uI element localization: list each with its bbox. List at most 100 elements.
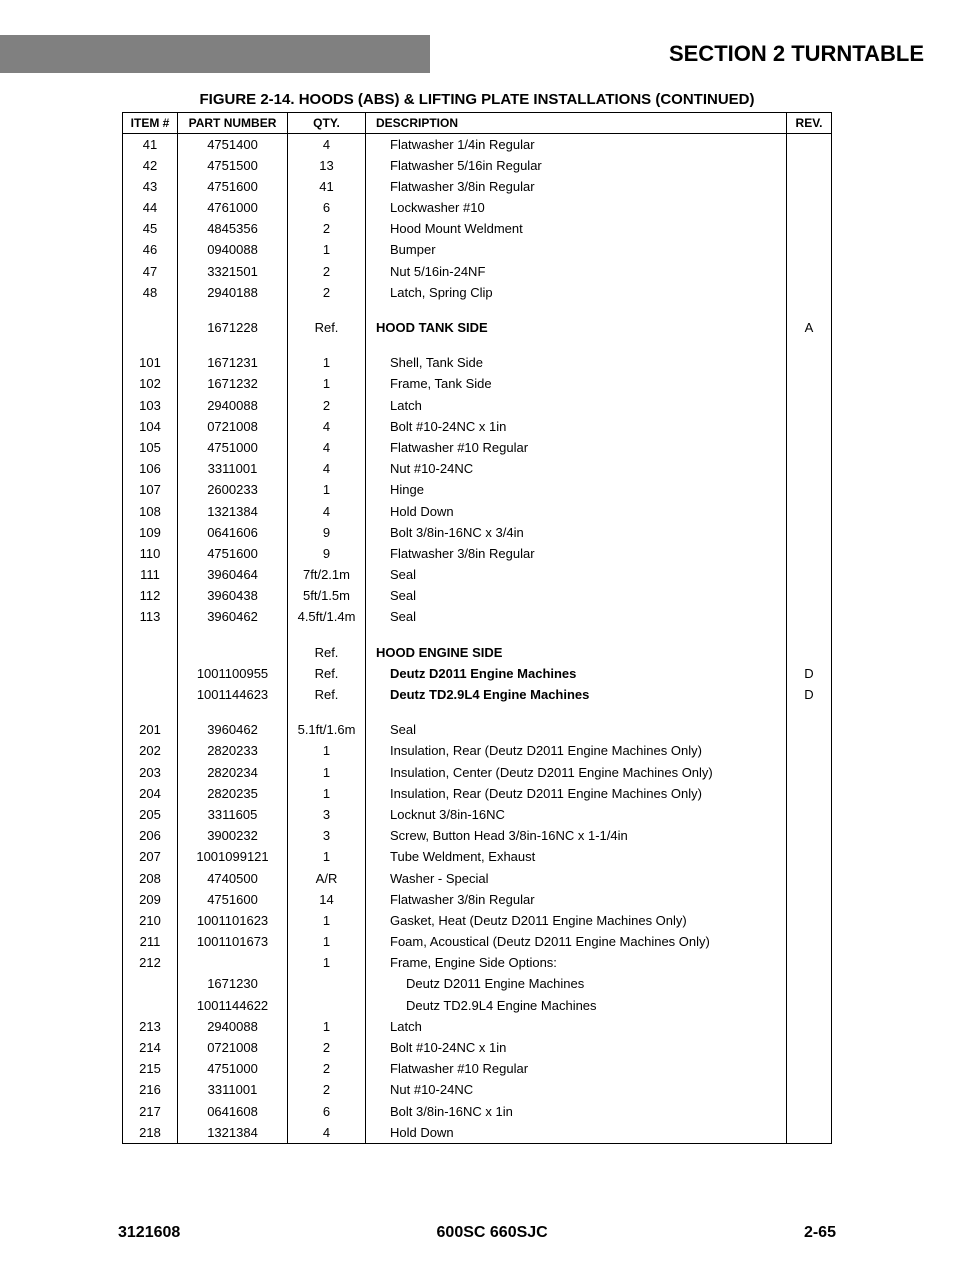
cell-desc: Lockwasher #10 <box>366 198 787 219</box>
table-row: 21329400881Latch <box>123 1016 832 1037</box>
cell-desc: Flatwasher 5/16in Regular <box>366 155 787 176</box>
cell-qty: 3 <box>288 804 366 825</box>
table-row <box>123 706 832 720</box>
cell-item: 111 <box>123 565 178 586</box>
cell-part: 3900232 <box>178 826 288 847</box>
footer-left: 3121608 <box>118 1224 180 1242</box>
cell-desc: Hinge <box>366 480 787 501</box>
cell-part: 3311605 <box>178 804 288 825</box>
cell-rev <box>787 720 832 741</box>
cell-qty: 1 <box>288 741 366 762</box>
cell-rev <box>787 565 832 586</box>
cell-item: 207 <box>123 847 178 868</box>
cell-rev: A <box>787 318 832 339</box>
cell-qty: 14 <box>288 889 366 910</box>
cell-desc: Latch, Spring Clip <box>366 282 787 303</box>
table-row: 11239604385ft/1.5mSeal <box>123 586 832 607</box>
cell-item: 218 <box>123 1122 178 1144</box>
cell-part: 2940088 <box>178 395 288 416</box>
cell-part: 1671231 <box>178 353 288 374</box>
table-row: 1001100955Ref.Deutz D2011 Engine Machine… <box>123 663 832 684</box>
table-row: 20139604625.1ft/1.6mSeal <box>123 720 832 741</box>
cell-qty: 9 <box>288 522 366 543</box>
cell-part: 4751000 <box>178 1059 288 1080</box>
cell-rev <box>787 868 832 889</box>
cell-desc: Hood Mount Weldment <box>366 219 787 240</box>
footer-center: 600SC 660SJC <box>437 1224 548 1242</box>
table-row: 20328202341Insulation, Center (Deutz D20… <box>123 762 832 783</box>
table-row: 209475160014Flatwasher 3/8in Regular <box>123 889 832 910</box>
cell-desc: Flatwasher 3/8in Regular <box>366 889 787 910</box>
cell-rev <box>787 1059 832 1080</box>
table-row: 11047516009Flatwasher 3/8in Regular <box>123 543 832 564</box>
cell-item: 107 <box>123 480 178 501</box>
cell-rev <box>787 522 832 543</box>
cell-part: 1321384 <box>178 1122 288 1144</box>
table-row: 20228202331Insulation, Rear (Deutz D2011… <box>123 741 832 762</box>
cell-qty: 4 <box>288 416 366 437</box>
table-row: 4609400881Bumper <box>123 240 832 261</box>
table-row: 11139604647ft/2.1mSeal <box>123 565 832 586</box>
cell-item <box>123 642 178 663</box>
cell-part: 4751400 <box>178 134 288 156</box>
cell-qty: 5ft/1.5m <box>288 586 366 607</box>
cell-part: 0641608 <box>178 1101 288 1122</box>
cell-desc: Bolt #10-24NC x 1in <box>366 416 787 437</box>
cell-item: 113 <box>123 607 178 628</box>
cell-desc: Bolt #10-24NC x 1in <box>366 1038 787 1059</box>
table-row: 21407210082Bolt #10-24NC x 1in <box>123 1038 832 1059</box>
cell-qty: 4 <box>288 437 366 458</box>
cell-part: 1671228 <box>178 318 288 339</box>
cell-part: 3311001 <box>178 459 288 480</box>
cell-qty: A/R <box>288 868 366 889</box>
cell-qty: 4.5ft/1.4m <box>288 607 366 628</box>
cell-desc: Flatwasher 1/4in Regular <box>366 134 787 156</box>
cell-part: 0721008 <box>178 416 288 437</box>
cell-part: 1671232 <box>178 374 288 395</box>
cell-item <box>123 974 178 995</box>
table-body: 4147514004Flatwasher 1/4in Regular424751… <box>123 134 832 1144</box>
cell-desc: Insulation, Center (Deutz D2011 Engine M… <box>366 762 787 783</box>
cell-qty: 2 <box>288 219 366 240</box>
cell-qty: 4 <box>288 1122 366 1144</box>
cell-part: 1001101673 <box>178 932 288 953</box>
table-row: 10547510004Flatwasher #10 Regular <box>123 437 832 458</box>
cell-rev <box>787 995 832 1016</box>
cell-rev <box>787 1016 832 1037</box>
cell-qty <box>288 974 366 995</box>
cell-part: 3321501 <box>178 261 288 282</box>
cell-qty: 2 <box>288 395 366 416</box>
cell-item: 108 <box>123 501 178 522</box>
cell-rev <box>787 543 832 564</box>
cell-item: 48 <box>123 282 178 303</box>
cell-item: 202 <box>123 741 178 762</box>
cell-qty: 1 <box>288 480 366 501</box>
cell-rev <box>787 910 832 931</box>
cell-part: 4751600 <box>178 176 288 197</box>
cell-item: 205 <box>123 804 178 825</box>
cell-desc: Bumper <box>366 240 787 261</box>
cell-item: 206 <box>123 826 178 847</box>
table-row: 10726002331Hinge <box>123 480 832 501</box>
cell-qty: 6 <box>288 198 366 219</box>
cell-part: 0641606 <box>178 522 288 543</box>
cell-rev <box>787 437 832 458</box>
cell-qty: 1 <box>288 783 366 804</box>
cell-rev <box>787 198 832 219</box>
th-item: ITEM # <box>123 113 178 134</box>
table-row: 4733215012Nut 5/16in-24NF <box>123 261 832 282</box>
cell-rev <box>787 282 832 303</box>
cell-rev <box>787 134 832 156</box>
cell-desc: Seal <box>366 565 787 586</box>
cell-part: 1001101623 <box>178 910 288 931</box>
table-row <box>123 304 832 318</box>
table-row: 4447610006Lockwasher #10 <box>123 198 832 219</box>
cell-item: 105 <box>123 437 178 458</box>
cell-part: 0721008 <box>178 1038 288 1059</box>
cell-part <box>178 642 288 663</box>
cell-rev: D <box>787 685 832 706</box>
cell-rev <box>787 826 832 847</box>
cell-part: 1001100955 <box>178 663 288 684</box>
cell-rev <box>787 480 832 501</box>
table-row: 10813213844Hold Down <box>123 501 832 522</box>
